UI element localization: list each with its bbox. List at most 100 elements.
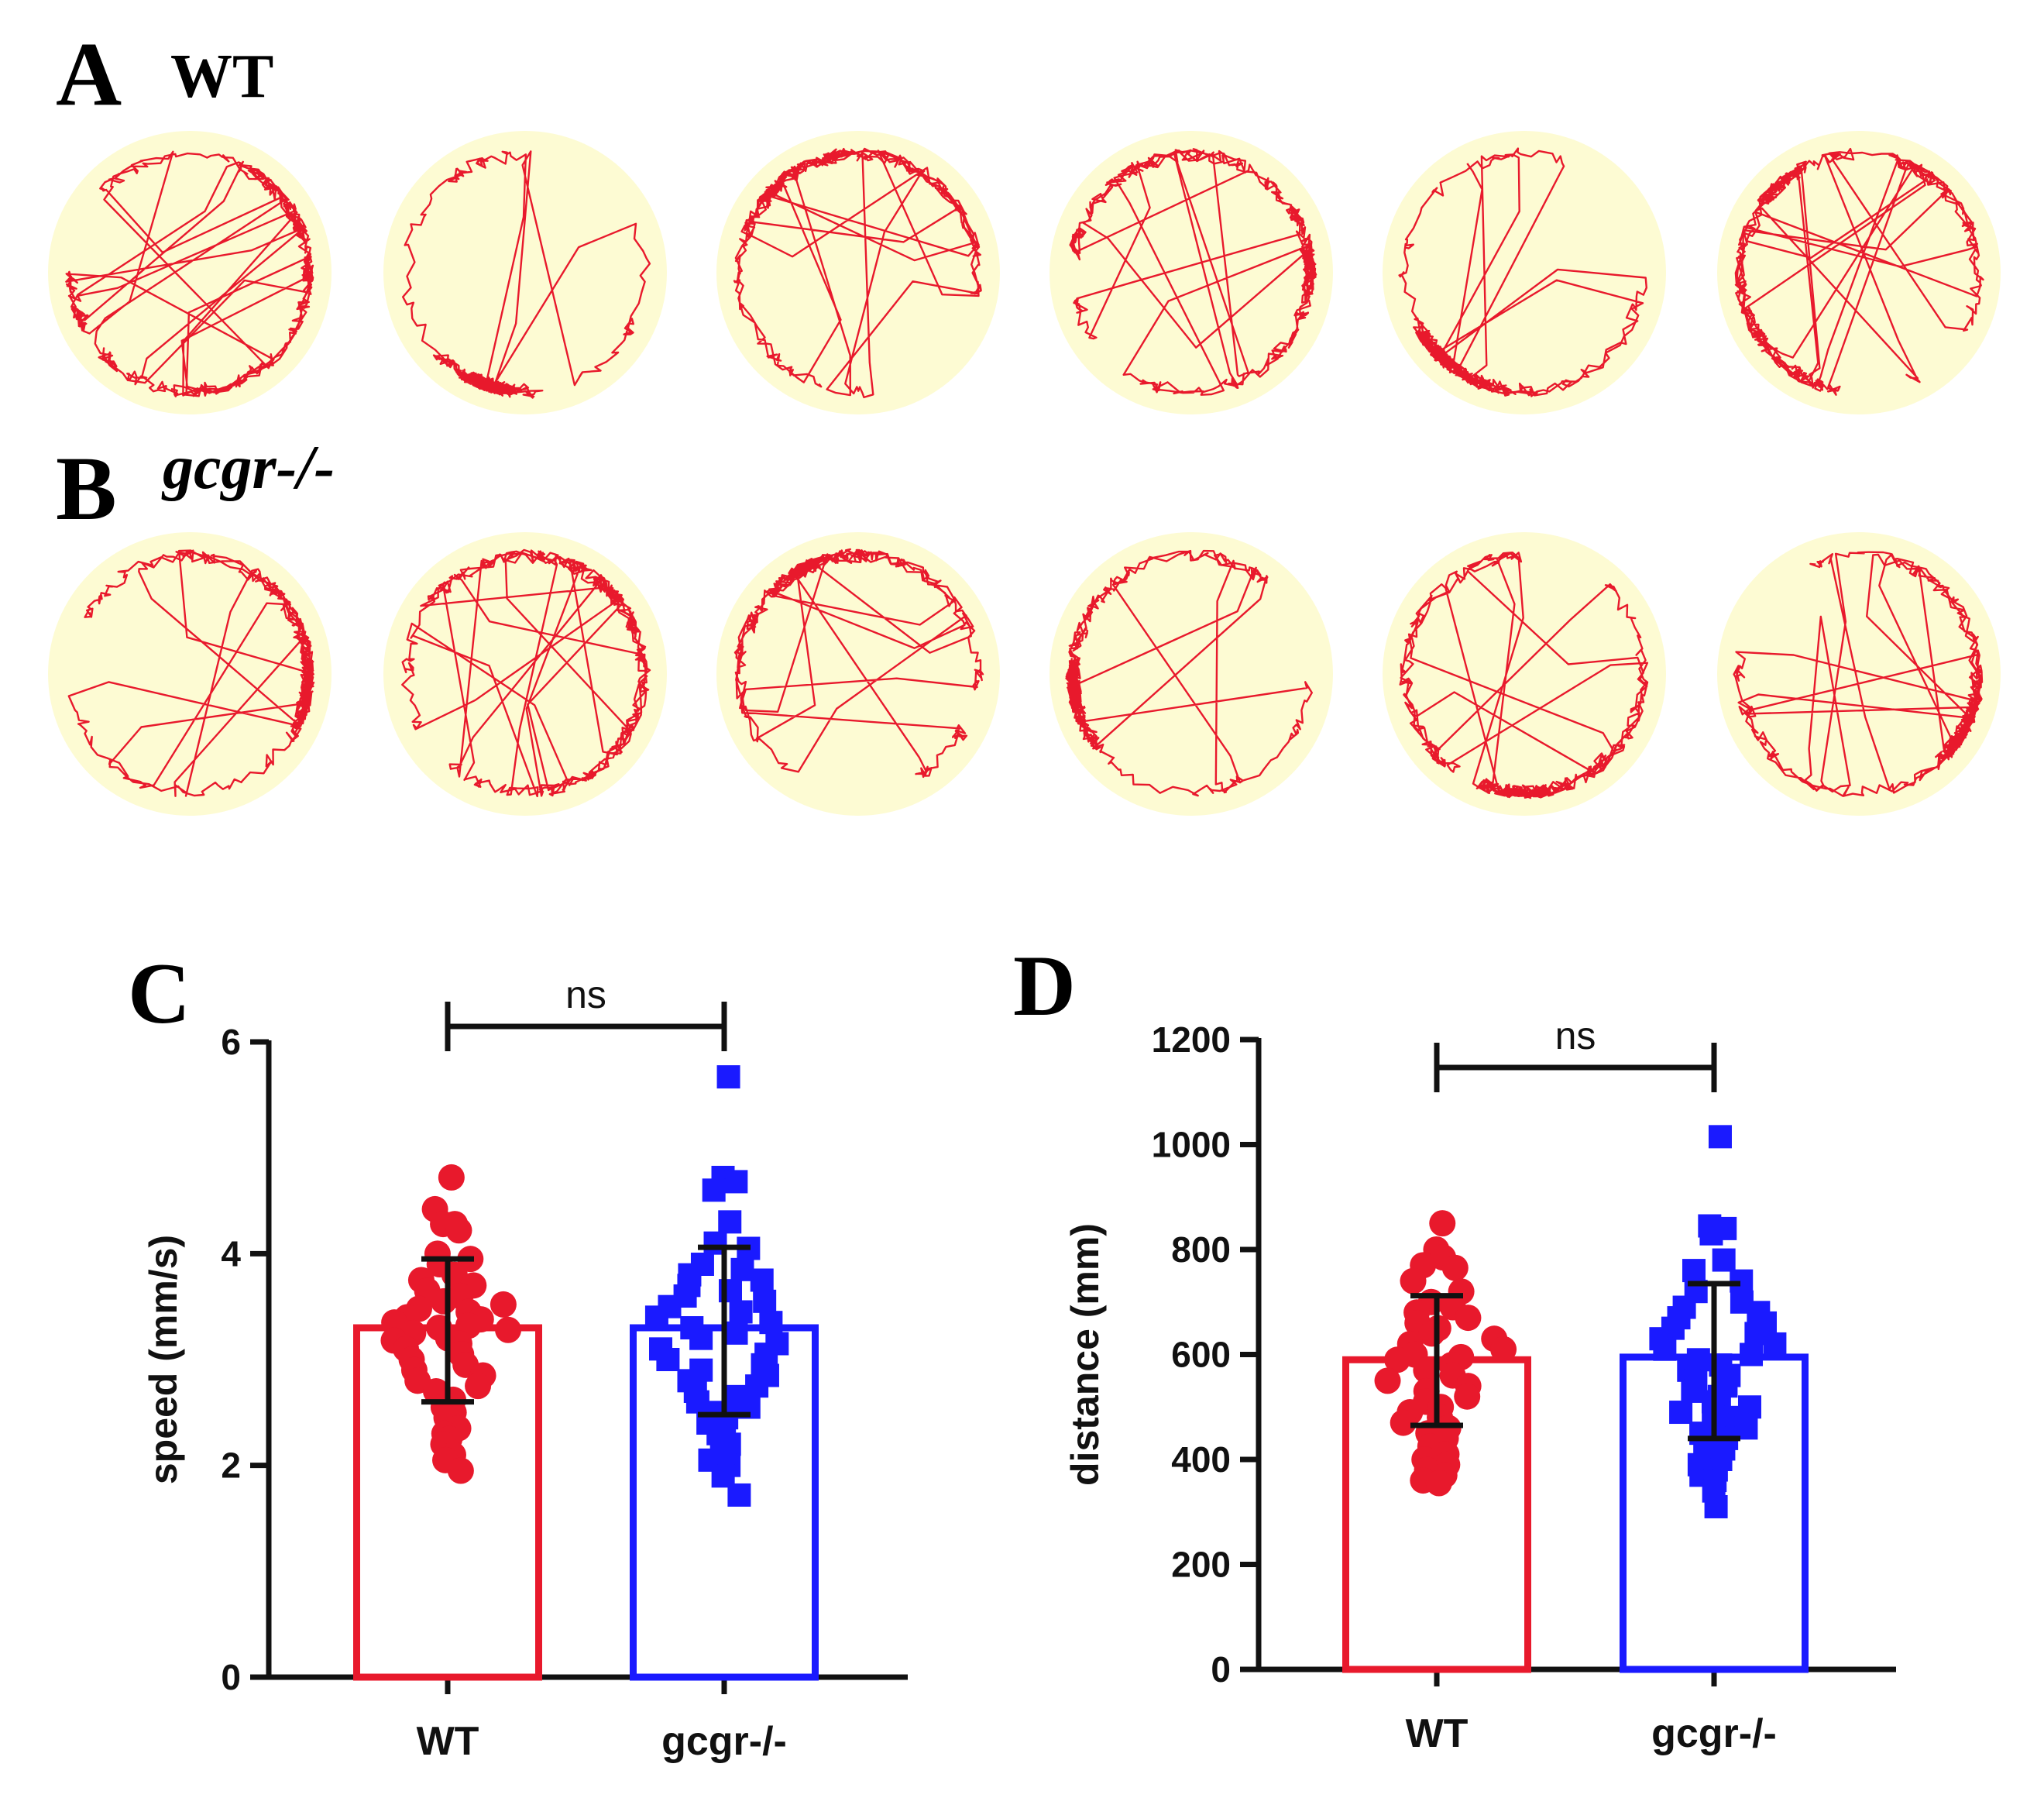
data-point bbox=[759, 1311, 783, 1335]
gcgr-arena-4 bbox=[1049, 532, 1333, 816]
gcgr-arena-6 bbox=[1717, 532, 2001, 816]
data-point bbox=[1384, 1346, 1411, 1373]
y-tick-label: 0 bbox=[1211, 1649, 1231, 1690]
data-point bbox=[727, 1483, 751, 1507]
swim-track bbox=[733, 548, 984, 779]
panel-a-group-title: WT bbox=[170, 43, 273, 111]
data-point bbox=[1681, 1379, 1705, 1403]
data-point bbox=[689, 1326, 713, 1350]
data-point bbox=[753, 1289, 777, 1313]
data-point bbox=[1490, 1336, 1517, 1363]
swim-track bbox=[1733, 551, 1984, 797]
arena-background bbox=[48, 131, 332, 414]
arena-background bbox=[1049, 131, 1333, 414]
panel-a-letter: A bbox=[56, 23, 122, 125]
wt-arena-4 bbox=[1049, 131, 1333, 414]
speed-chart: C 0 2 4 6 speed (mm/s) WT gcgr-/- ns bbox=[128, 946, 908, 1764]
gcgr-arena-5 bbox=[1383, 532, 1666, 816]
y-axis-title: distance (mm) bbox=[1063, 1223, 1107, 1486]
x-category-label: WT bbox=[1406, 1711, 1469, 1756]
data-point bbox=[1704, 1494, 1728, 1518]
significance-label: ns bbox=[565, 973, 606, 1016]
data-point bbox=[716, 1065, 740, 1089]
y-tick-label: 600 bbox=[1171, 1335, 1231, 1375]
data-point bbox=[702, 1178, 726, 1202]
panel-d-letter: D bbox=[1013, 938, 1076, 1034]
data-point bbox=[438, 1164, 465, 1191]
swim-track bbox=[1069, 148, 1317, 396]
arena-background bbox=[716, 131, 1000, 414]
data-point bbox=[1734, 1416, 1758, 1440]
data-point bbox=[447, 1457, 474, 1484]
arena-background bbox=[1383, 532, 1666, 816]
y-tick-label: 200 bbox=[1171, 1545, 1231, 1585]
arena-background bbox=[1383, 131, 1666, 414]
x-category-label: WT bbox=[417, 1719, 479, 1764]
arena-background bbox=[1717, 532, 2001, 816]
arena-background bbox=[716, 532, 1000, 816]
wt-arena-row bbox=[48, 131, 2001, 414]
arena-background bbox=[48, 532, 332, 816]
data-point bbox=[644, 1305, 668, 1329]
significance-label: ns bbox=[1555, 1014, 1596, 1057]
data-point bbox=[1682, 1259, 1706, 1283]
data-point bbox=[1429, 1210, 1456, 1237]
wt-arena-2 bbox=[383, 131, 667, 414]
arena-background bbox=[1049, 532, 1333, 816]
data-point bbox=[750, 1268, 774, 1292]
data-point bbox=[1425, 1470, 1452, 1497]
y-tick-label: 400 bbox=[1171, 1439, 1231, 1480]
data-point bbox=[1763, 1332, 1787, 1356]
data-point bbox=[1441, 1254, 1469, 1281]
data-point bbox=[724, 1321, 748, 1345]
gcgr-arena-2 bbox=[383, 532, 667, 816]
data-point bbox=[1454, 1383, 1481, 1410]
data-point bbox=[445, 1217, 472, 1244]
data-point bbox=[1390, 1409, 1417, 1436]
wt-arena-1 bbox=[48, 131, 332, 414]
swim-track bbox=[67, 549, 315, 797]
data-point bbox=[1699, 1222, 1723, 1246]
data-point bbox=[730, 1257, 754, 1281]
swim-track bbox=[1398, 147, 1647, 397]
data-point bbox=[490, 1291, 517, 1318]
wt-arena-6 bbox=[1717, 131, 2001, 414]
y-tick-label: 0 bbox=[221, 1657, 241, 1697]
data-point bbox=[1400, 1267, 1427, 1294]
data-point bbox=[495, 1316, 522, 1343]
panel-c-letter: C bbox=[128, 946, 191, 1042]
wt-arena-3 bbox=[716, 131, 1000, 414]
arena-background bbox=[383, 131, 667, 414]
data-point bbox=[1708, 1125, 1732, 1149]
panel-b-group-title: gcgr-/- bbox=[161, 434, 335, 502]
swim-track bbox=[1065, 549, 1313, 797]
wt-arena-5 bbox=[1383, 131, 1666, 414]
data-point bbox=[1669, 1401, 1693, 1425]
data-point bbox=[1653, 1337, 1677, 1361]
data-point bbox=[685, 1390, 709, 1414]
y-tick-label: 800 bbox=[1171, 1229, 1231, 1270]
swim-track bbox=[401, 548, 651, 798]
data-point bbox=[1740, 1342, 1764, 1367]
swim-track bbox=[1734, 147, 1984, 396]
arena-background bbox=[1717, 131, 2001, 414]
y-tick-label: 6 bbox=[221, 1022, 241, 1062]
data-point bbox=[724, 1170, 748, 1194]
data-point bbox=[1413, 1356, 1440, 1384]
gcgr-arena-1 bbox=[48, 532, 332, 816]
data-point bbox=[656, 1348, 680, 1371]
x-category-label: gcgr-/- bbox=[661, 1719, 787, 1764]
y-tick-label: 1000 bbox=[1152, 1125, 1231, 1165]
x-category-label: gcgr-/- bbox=[1651, 1711, 1777, 1756]
panel-b-letter: B bbox=[56, 438, 117, 539]
swim-track bbox=[402, 150, 651, 399]
data-point bbox=[1455, 1305, 1482, 1332]
y-axis-title: speed (mm/s) bbox=[142, 1235, 185, 1484]
swim-track bbox=[1399, 552, 1649, 799]
data-point bbox=[430, 1287, 457, 1315]
y-tick-label: 4 bbox=[221, 1233, 241, 1274]
data-point bbox=[465, 1373, 492, 1400]
data-point bbox=[1712, 1248, 1736, 1272]
y-tick-label: 2 bbox=[221, 1446, 241, 1486]
